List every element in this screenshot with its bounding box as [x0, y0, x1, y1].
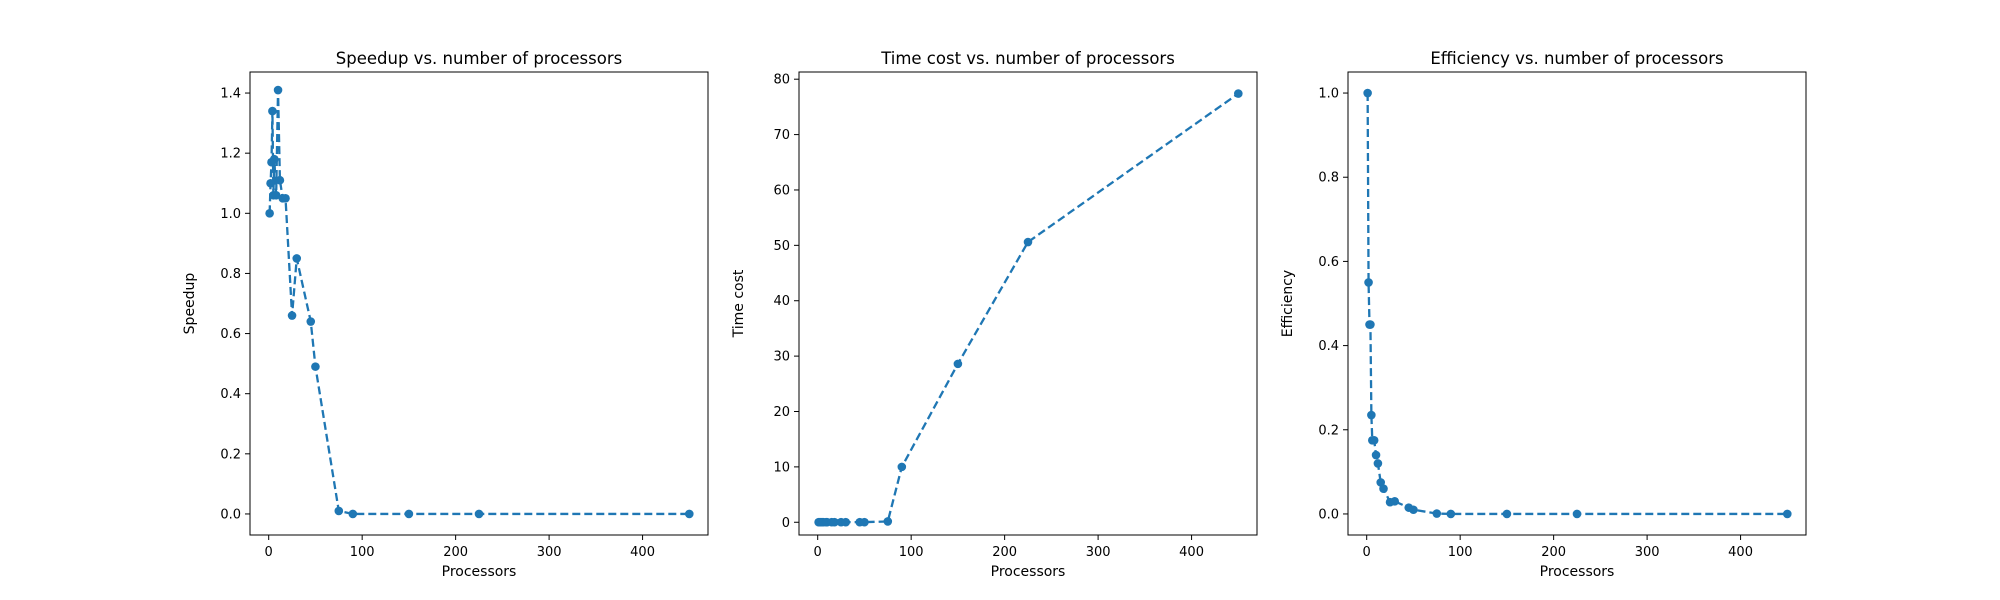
chart-panel-3: 0 100 200 300 400 0.0 0.2 0.4 0.6 0.8 1.0 Efficienc…: [1280, 49, 1807, 580]
data-point: [1409, 505, 1418, 515]
y-axis-label: Time cost: [731, 269, 747, 338]
data-point: [860, 517, 869, 527]
y-tick-label: 0: [782, 516, 790, 531]
data-point: [1366, 320, 1375, 329]
y-tick-label: 20: [773, 405, 790, 420]
x-tick-label: 400: [1728, 545, 1753, 560]
x-tick-label: 300: [1086, 545, 1111, 560]
data-point: [883, 517, 893, 526]
data-point: [1572, 509, 1582, 519]
series-line: [268, 90, 690, 516]
x-tick-label: 400: [1179, 545, 1204, 560]
data-point: [404, 509, 414, 519]
x-tick-label: 0: [814, 545, 822, 560]
y-tick-label: 0.0: [1318, 507, 1339, 522]
chart-panel-2: 0 100 200 300 400 0 10 20 30 40 50 60 70 80 Time cost …: [731, 49, 1258, 580]
y-tick-label: 0.4: [220, 387, 241, 402]
y-tick-label: 60: [773, 183, 790, 198]
data-point: [292, 254, 302, 263]
y-axis-label: Speedup: [182, 273, 198, 335]
y-tick-label: 1.4: [220, 87, 241, 102]
data-point: [348, 509, 358, 519]
data-point: [311, 362, 320, 371]
chart-title: Time cost vs. number of processors: [880, 49, 1175, 68]
data-point: [1234, 89, 1243, 98]
data-point: [334, 506, 344, 516]
data-point: [830, 517, 839, 527]
x-tick-label: 100: [350, 545, 375, 560]
data-point: [953, 359, 963, 369]
data-point: [281, 193, 290, 203]
y-tick-label: 40: [773, 294, 790, 309]
x-tick-label: 200: [1541, 545, 1566, 560]
x-tick-label: 200: [443, 545, 468, 560]
y-tick-label: 70: [773, 128, 790, 143]
data-point: [1390, 497, 1400, 506]
data-point: [1783, 509, 1792, 519]
y-tick-label: 1.0: [1318, 87, 1339, 102]
data-point: [1432, 509, 1442, 518]
plot-frame: [249, 71, 709, 536]
x-axis-label: Processors: [1540, 564, 1615, 580]
y-tick-label: 0.4: [1318, 339, 1339, 354]
y-tick-label: 0.0: [220, 507, 241, 522]
x-tick-label: 300: [1635, 545, 1660, 560]
data-point: [268, 106, 277, 116]
data-point: [1364, 278, 1373, 287]
data-point: [897, 462, 907, 472]
series-line: [1366, 93, 1788, 516]
chart-title: Efficiency vs. number of processors: [1430, 49, 1723, 68]
data-point: [287, 311, 297, 320]
data-point: [1373, 459, 1383, 468]
x-tick-label: 400: [630, 545, 655, 560]
x-tick-label: 300: [537, 545, 562, 560]
y-tick-label: 50: [773, 239, 790, 254]
data-point: [1363, 88, 1372, 98]
y-tick-label: 80: [773, 73, 790, 88]
data-point: [306, 317, 316, 326]
plot-frame: [1347, 71, 1807, 536]
y-tick-label: 0.8: [1318, 171, 1339, 186]
data-point: [1379, 484, 1388, 494]
y-tick-label: 0.8: [220, 267, 241, 282]
y-tick-label: 1.0: [220, 207, 241, 222]
x-axis-label: Processors: [442, 564, 517, 580]
y-tick-label: 30: [773, 350, 790, 365]
data-point: [685, 509, 694, 519]
data-point: [1369, 435, 1379, 445]
data-point: [270, 154, 279, 164]
data-point: [1446, 509, 1456, 519]
data-point: [266, 178, 275, 188]
data-point: [1502, 509, 1512, 519]
x-tick-label: 0: [265, 545, 273, 560]
data-point: [474, 509, 484, 519]
series-line: [818, 92, 1239, 524]
plot-frame: [798, 71, 1258, 536]
data-point: [275, 175, 285, 185]
data-point: [265, 209, 274, 218]
x-tick-label: 100: [1448, 545, 1473, 560]
y-axis-label: Efficiency: [1280, 270, 1296, 337]
y-tick-label: 10: [773, 460, 790, 475]
chart-title: Speedup vs. number of processors: [336, 49, 622, 68]
x-axis-label: Processors: [991, 564, 1066, 580]
x-tick-label: 100: [899, 545, 924, 560]
y-tick-label: 0.6: [220, 327, 241, 342]
y-tick-label: 0.2: [220, 447, 241, 462]
data-point: [273, 85, 283, 95]
data-point: [841, 517, 851, 527]
data-point: [271, 190, 281, 200]
y-tick-label: 0.2: [1318, 423, 1339, 438]
y-tick-label: 0.6: [1318, 255, 1339, 270]
data-point: [1367, 410, 1376, 420]
x-tick-label: 200: [992, 545, 1017, 560]
chart-panel-1: 0 100 200 300 400 0.0 0.2 0.4 0.6 0.8 1.0 1.2 1.4 Spe…: [182, 49, 709, 580]
x-tick-label: 0: [1363, 545, 1371, 560]
y-tick-label: 1.2: [220, 147, 241, 162]
data-point: [1371, 450, 1381, 460]
data-point: [1023, 237, 1033, 247]
